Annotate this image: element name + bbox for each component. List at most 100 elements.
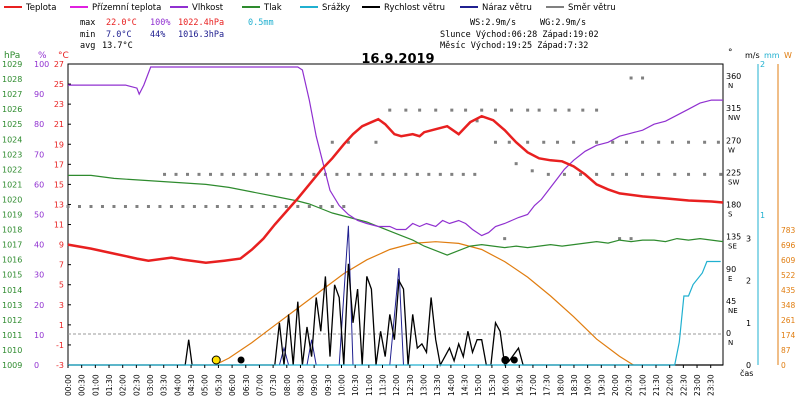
wind-direction-point <box>250 205 254 208</box>
wind-direction-point <box>254 172 258 176</box>
wind-direction-point <box>346 140 350 144</box>
x-tick-label: 10:30 <box>351 374 360 396</box>
wind-direction-point <box>611 172 615 176</box>
sunrise-marker <box>211 355 221 365</box>
hpa-tick-label: 1020 <box>2 195 22 204</box>
wind-direction-point <box>418 108 422 112</box>
hpa-tick-label: 1029 <box>2 60 22 69</box>
wind-direction-point <box>392 172 396 176</box>
pct-tick-label: 0 <box>34 361 39 370</box>
wind-direction-point <box>369 172 373 176</box>
pct-tick-label: 60 <box>34 180 44 189</box>
wind-direction-point <box>670 140 674 144</box>
wind-direction-point <box>284 205 288 208</box>
wind-direction-point <box>641 76 645 80</box>
pct-tick-label: 50 <box>34 211 44 220</box>
wind-direction-point <box>197 172 201 176</box>
x-tick-label: 14:00 <box>447 374 456 396</box>
wind-direction-point <box>381 172 385 176</box>
legend-label-naraz: Náraz větru <box>482 3 532 13</box>
moon-times: Měsíc Východ:19:25 Západ:7:32 <box>440 41 588 51</box>
solar-tick-label: 0 <box>781 361 786 370</box>
wind-direction-point <box>624 172 628 176</box>
humidity-series <box>68 66 723 237</box>
wind-direction-point <box>404 108 408 112</box>
solar-tick-label: 348 <box>781 301 796 310</box>
x-tick-label: 05:30 <box>214 374 223 396</box>
legend-label-tlak: Tlak <box>263 3 282 13</box>
hpa-tick-label: 1025 <box>2 120 22 129</box>
wind-direction-point <box>415 172 419 176</box>
wind-direction-point <box>312 172 316 176</box>
solar-tick-label: 435 <box>781 286 796 295</box>
wind-direction-point <box>450 108 454 112</box>
x-tick-label: 21:30 <box>652 374 661 396</box>
dir-tick-label: 180 <box>726 201 741 210</box>
hpa-tick-label: 1013 <box>2 301 22 310</box>
wind-direction-point <box>192 205 196 208</box>
x-tick-label: 17:00 <box>529 374 538 396</box>
x-tick-label: 01:00 <box>91 374 100 396</box>
wind-direction-point <box>595 108 599 112</box>
wind-direction-point <box>624 140 628 144</box>
wind-direction-point <box>611 140 615 144</box>
solar-tick-label: 609 <box>781 256 796 265</box>
wind-direction-point <box>641 172 645 176</box>
x-tick-label: 20:00 <box>611 374 620 396</box>
wind-direction-point <box>330 205 334 208</box>
x-tick-label: 07:00 <box>255 374 264 396</box>
x-tick-label: 12:30 <box>406 374 415 396</box>
wind-direction-point <box>273 205 277 208</box>
wind-direction-point <box>530 169 534 173</box>
hpa-tick-label: 1026 <box>2 105 22 114</box>
dir-compass-label: NW <box>728 114 740 122</box>
temp-tick-label: 23 <box>54 100 64 109</box>
wind-direction-point <box>261 205 265 208</box>
pct-tick-label: 20 <box>34 301 44 310</box>
dir-tick-label: 315 <box>726 104 741 113</box>
wind-direction-point <box>526 108 530 112</box>
wind-tick-label: 1 <box>746 319 751 328</box>
x-tick-label: 08:00 <box>283 374 292 396</box>
x-tick-label: 03:30 <box>160 374 169 396</box>
wind-direction-point <box>687 140 691 144</box>
hpa-tick-label: 1010 <box>2 346 22 355</box>
dir-compass-label: SW <box>728 178 739 186</box>
moonset-marker <box>237 356 245 364</box>
unit-pct: % <box>38 51 47 61</box>
wind-speed-stat: WS:2.9m/s <box>470 18 516 28</box>
max-label: max <box>80 18 95 28</box>
wind-direction-point <box>204 205 208 208</box>
legend-label-vlhkost: Vlhkost <box>192 3 224 13</box>
temp-tick-label: 15 <box>54 180 64 189</box>
legend-label-rosny: Přízemní teplota <box>92 3 161 13</box>
legend-bg <box>0 0 800 14</box>
wind-direction-point <box>703 172 707 176</box>
wind-upper-tick-label: 2 <box>760 60 765 69</box>
wind-direction-point <box>266 172 270 176</box>
legend: Teplota Přízemní teplota Vlhkost Tlak Srážky… <box>0 0 800 14</box>
wind-direction-point <box>346 172 350 176</box>
sun-times: Slunce Východ:06:28 Západ:19:02 <box>440 30 599 40</box>
pct-tick-label: 40 <box>34 241 44 250</box>
wind-direction-point <box>493 108 497 112</box>
wind-direction-point <box>215 205 219 208</box>
unit-dir: ° <box>728 48 733 58</box>
x-tick-label: 02:30 <box>132 374 141 396</box>
dir-compass-label: E <box>728 275 732 283</box>
wind-direction-point <box>542 140 546 144</box>
x-tick-label: 16:30 <box>515 374 524 396</box>
x-tick-label: 19:30 <box>597 374 606 396</box>
wind-direction-point <box>480 108 484 112</box>
x-tick-label: 10:00 <box>337 374 346 396</box>
wind-tick-label: 3 <box>746 234 751 243</box>
x-tick-label: 03:00 <box>146 374 155 396</box>
legend-label-srazky: Srážky <box>322 3 350 13</box>
min-hum: 44% <box>150 30 165 40</box>
pct-tick-label: 90 <box>34 90 44 99</box>
wind-tick-label: 0 <box>746 361 751 370</box>
wind-direction-point <box>186 172 190 176</box>
x-tick-label: 15:30 <box>488 374 497 396</box>
sunset-marker <box>501 356 510 364</box>
wind-direction-point <box>567 108 571 112</box>
